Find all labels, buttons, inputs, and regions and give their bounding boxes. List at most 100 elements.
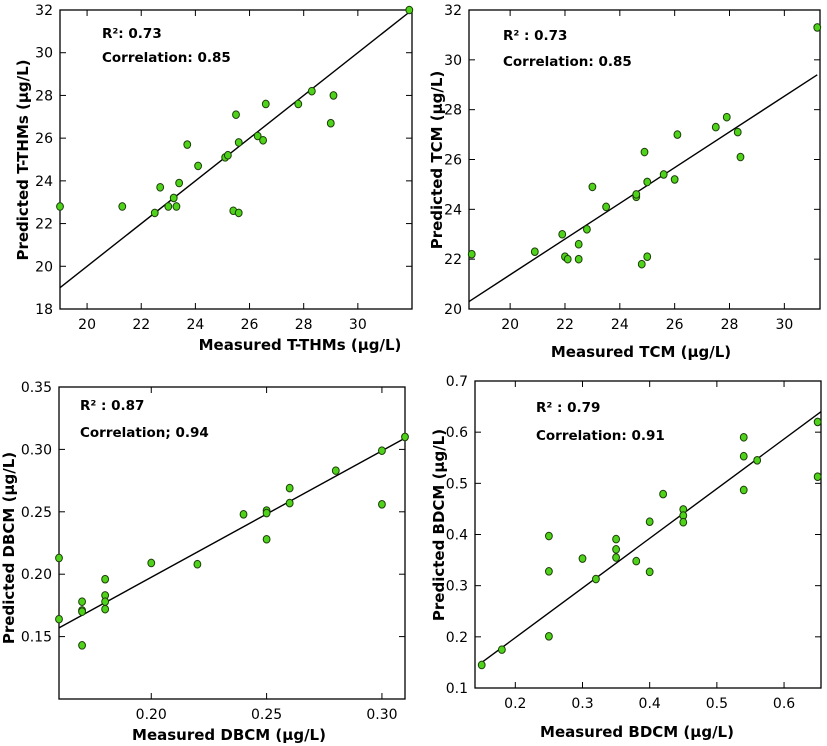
y-tick-label: 22	[444, 252, 462, 268]
x-tick-label: 22	[132, 317, 150, 333]
data-point	[643, 177, 652, 187]
data-point	[331, 466, 340, 475]
data-point	[253, 131, 262, 141]
data-point	[172, 202, 181, 211]
scatter-chart-2: 20 22 24 26 28 30 20 22 24 26 28 30 32 R² : 0.73 Corre…	[428, 3, 822, 361]
data-point	[612, 545, 620, 554]
data-point	[632, 556, 641, 566]
y-tick-label: 0.25	[21, 505, 52, 521]
x-axis-label: Measured T-THMs (μg/L)	[199, 336, 402, 354]
data-point	[169, 193, 178, 203]
data-point	[156, 182, 165, 192]
correlation-annotation: Correlation: 0.91	[536, 428, 665, 444]
x-tick-label: 0.3	[571, 696, 593, 712]
data-point	[405, 5, 414, 15]
y-tick-label: 0.3	[446, 579, 468, 595]
y-tick-label: 20	[444, 302, 462, 318]
data-point	[193, 559, 202, 569]
x-tick-label: 28	[721, 317, 739, 333]
data-point	[563, 254, 572, 264]
y-tick-label: 0.6	[446, 425, 468, 441]
plot-frame	[58, 386, 406, 700]
y-tick-label: 0.5	[446, 476, 468, 492]
data-point	[739, 432, 748, 442]
data-point	[175, 178, 184, 188]
y-tick-label: 28	[35, 88, 53, 104]
data-point	[467, 249, 476, 259]
data-point	[739, 485, 748, 495]
data-point	[558, 229, 567, 239]
data-point	[645, 517, 654, 527]
y-axis-label: Predicted TCM (μg/L)	[428, 71, 446, 250]
plot-frame	[59, 9, 413, 310]
x-tick-label: 0.20	[136, 707, 167, 723]
x-tick-label: 26	[666, 317, 684, 333]
data-point	[733, 127, 742, 137]
correlation-annotation: Correlation: 0.85	[503, 54, 632, 70]
data-point	[150, 208, 159, 218]
data-point	[285, 498, 294, 508]
scatter-chart-1: 20 22 24 26 28 30 18 20 22 24 26 28 30 32 R²: 0.73 Corr…	[14, 3, 414, 354]
data-point	[497, 645, 506, 654]
data-point	[574, 254, 583, 264]
data-point	[118, 202, 127, 211]
y-tick-label: 0.35	[21, 380, 52, 396]
data-point	[101, 597, 110, 606]
regression-line	[477, 411, 822, 666]
data-point	[326, 118, 335, 128]
data-point	[640, 147, 649, 157]
data-point	[545, 632, 553, 641]
x-tick-label: 0.5	[706, 696, 728, 712]
x-tick-label: 0.25	[251, 707, 282, 723]
data-point	[612, 553, 620, 562]
data-point	[637, 259, 646, 269]
data-point	[164, 202, 173, 211]
data-point	[588, 182, 597, 192]
y-axis-label: Predicted T-THMs (μg/L)	[14, 59, 32, 260]
data-point	[711, 122, 720, 132]
data-point	[307, 86, 316, 96]
x-tick-label: 22	[556, 317, 574, 333]
y-tick-label: 22	[35, 217, 53, 233]
data-point	[578, 554, 587, 563]
data-point	[262, 534, 271, 544]
data-point	[813, 417, 822, 427]
data-point	[592, 574, 600, 584]
y-tick-label: 30	[444, 53, 462, 69]
y-tick-label: 0.20	[21, 567, 52, 583]
regression-line	[468, 74, 818, 303]
data-point	[232, 110, 240, 119]
x-axis-label: Measured TCM (μg/L)	[551, 343, 731, 361]
x-axis-label: Measured BDCM (μg/L)	[540, 723, 734, 741]
data-point	[736, 152, 745, 162]
y-tick-label: 0.30	[21, 442, 52, 458]
data-point	[378, 446, 386, 455]
y-tick-label: 26	[35, 131, 53, 147]
data-point	[813, 23, 822, 32]
y-tick-label: 0.7	[446, 374, 468, 390]
y-tick-label: 32	[444, 3, 462, 19]
data-point	[530, 247, 539, 256]
y-tick-label: 18	[35, 302, 53, 318]
x-tick-label: 0.30	[366, 707, 397, 723]
y-tick-label: 20	[35, 259, 53, 275]
data-point	[632, 190, 641, 199]
regression-line	[58, 437, 406, 629]
data-point	[545, 567, 553, 576]
data-point	[294, 99, 303, 109]
data-point	[223, 150, 232, 160]
data-point	[477, 660, 486, 670]
data-point	[194, 161, 202, 171]
correlation-annotation: Correlation; 0.94	[80, 425, 209, 441]
r-squared-annotation: R² : 0.73	[503, 28, 567, 44]
scatter-chart-4: 0.2 0.3 0.4 0.5 0.6 0.1 0.2 0.3 0.4 0.5 0.6 0.7 R² :…	[430, 374, 822, 741]
y-axis-label: Predicted DBCM (μg/L)	[0, 452, 18, 644]
data-point	[679, 517, 688, 527]
data-point	[55, 614, 63, 624]
data-point	[234, 208, 243, 218]
data-point	[643, 252, 652, 261]
data-point	[583, 224, 591, 234]
y-tick-label: 0.1	[446, 681, 468, 697]
y-tick-label: 24	[444, 202, 462, 218]
data-point	[101, 574, 110, 584]
